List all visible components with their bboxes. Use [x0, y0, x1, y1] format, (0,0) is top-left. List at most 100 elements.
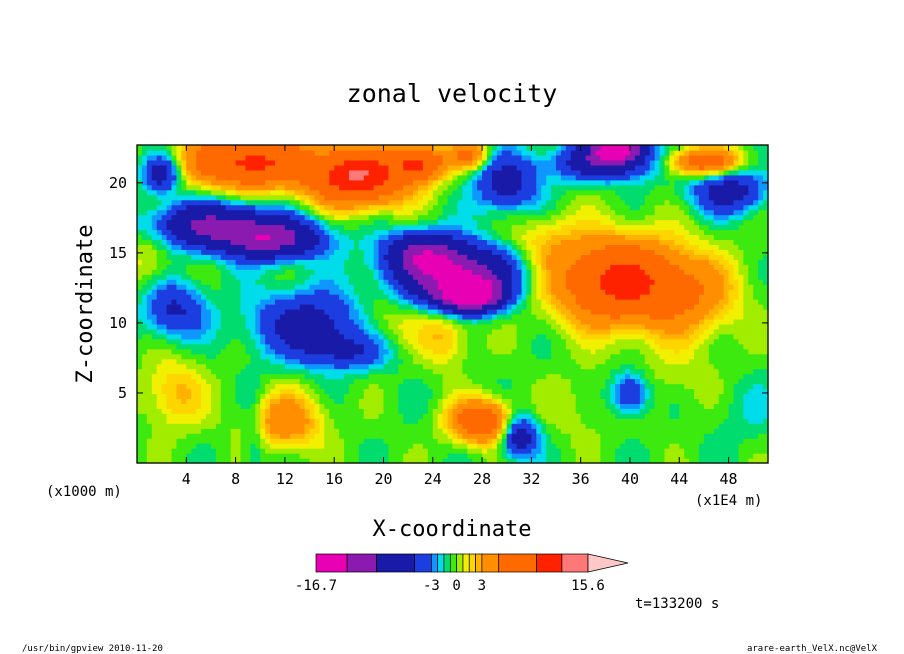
heat-cell — [649, 433, 656, 439]
heat-cell — [373, 448, 380, 454]
heat-cell — [546, 398, 552, 404]
heat-cell — [279, 408, 286, 414]
heat-cell — [151, 328, 158, 335]
heat-cell — [679, 333, 685, 340]
heat-cell — [694, 453, 700, 459]
heat-cell — [373, 353, 380, 360]
heat-cell — [684, 413, 690, 419]
heat-cell — [708, 433, 715, 439]
heat-cell — [733, 353, 740, 360]
heat-cell — [649, 403, 656, 409]
heat-cell — [348, 438, 355, 444]
heat-cell — [491, 383, 498, 390]
heat-cell — [570, 299, 577, 305]
heat-cell — [708, 413, 715, 419]
heat-cell — [270, 343, 276, 350]
heat-cell — [284, 279, 291, 285]
heat-cell — [191, 313, 197, 320]
heat-cell — [422, 413, 429, 419]
heat-cell — [551, 388, 557, 395]
heat-cell — [659, 388, 666, 395]
heat-cell — [447, 383, 454, 390]
heat-cell — [615, 358, 621, 365]
heat-cell — [304, 423, 311, 429]
heat-cell — [334, 368, 340, 375]
heat-cell — [556, 353, 562, 360]
heat-cell — [491, 453, 498, 459]
heat-cell — [733, 323, 740, 330]
heat-cell — [270, 299, 276, 305]
heat-cell — [541, 343, 547, 350]
heat-cell — [644, 323, 651, 330]
heat-cell — [654, 388, 661, 395]
heat-cell — [629, 269, 636, 275]
heat-cell — [215, 403, 222, 409]
heat-cell — [595, 274, 601, 280]
heat-cell — [235, 338, 242, 345]
heat-cell — [723, 448, 730, 454]
heat-cell — [260, 453, 266, 459]
heat-cell — [748, 358, 754, 365]
heat-cell — [541, 413, 547, 419]
heat-cell — [447, 353, 454, 360]
heat-cell — [595, 348, 601, 355]
heat-cell — [733, 403, 740, 409]
heat-cell — [511, 274, 518, 280]
heat-cell — [146, 363, 153, 370]
heat-cell — [206, 274, 212, 280]
heat-cell — [659, 318, 666, 325]
heat-cell — [467, 383, 473, 390]
heat-cell — [629, 378, 636, 385]
heat-cell — [551, 343, 557, 350]
heat-cell — [250, 299, 256, 305]
heat-cell — [556, 398, 562, 404]
heat-cell — [156, 438, 163, 444]
heat-cell — [447, 333, 454, 340]
heat-cell — [408, 448, 414, 454]
heat-cell — [294, 453, 301, 459]
heat-cell — [733, 313, 740, 320]
heat-cell — [294, 333, 301, 340]
heat-cell — [324, 378, 330, 385]
heat-cell — [289, 428, 296, 434]
heat-cell — [723, 418, 730, 424]
heat-cell — [201, 443, 207, 449]
heat-cell — [482, 428, 488, 434]
heat-cell — [605, 338, 611, 345]
heat-cell — [260, 348, 266, 355]
heat-cell — [437, 308, 444, 315]
heat-cell — [733, 289, 740, 295]
heat-cell — [689, 403, 695, 409]
heat-cell — [718, 328, 725, 335]
heat-cell — [516, 343, 523, 350]
heat-cell — [639, 383, 646, 390]
heat-cell — [270, 418, 276, 424]
heat-cell — [314, 388, 320, 395]
heat-cell — [501, 348, 508, 355]
heat-cell — [437, 274, 444, 280]
heat-cell — [590, 289, 597, 295]
heat-cell — [171, 333, 178, 340]
heat-cell — [496, 443, 503, 449]
heat-cell — [260, 304, 266, 310]
heat-cell — [442, 338, 449, 345]
heat-cell — [240, 368, 247, 375]
heat-cell — [137, 323, 143, 330]
heat-cell — [580, 368, 587, 375]
heat-cell — [245, 453, 251, 459]
heat-cell — [625, 438, 631, 444]
heat-cell — [733, 378, 740, 385]
heat-cell — [703, 403, 710, 409]
heat-cell — [196, 448, 202, 454]
heat-cell — [166, 299, 173, 305]
heat-cell — [511, 408, 518, 414]
heat-cell — [270, 413, 276, 419]
heat-cell — [496, 368, 503, 375]
heat-cell — [250, 269, 256, 275]
heat-cell — [610, 299, 616, 305]
heat-cell — [649, 299, 656, 305]
heat-cell — [156, 398, 163, 404]
heat-cell — [644, 438, 651, 444]
heat-cell — [703, 458, 710, 464]
heat-cell — [457, 279, 463, 285]
